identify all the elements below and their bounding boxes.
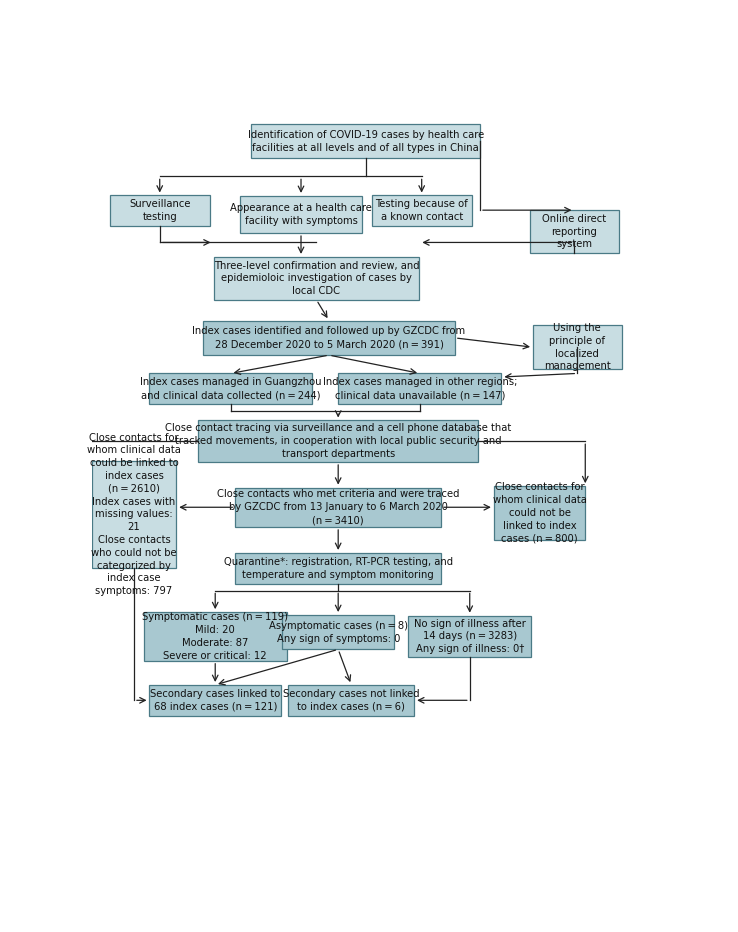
FancyBboxPatch shape [494, 487, 585, 540]
FancyBboxPatch shape [213, 257, 419, 300]
FancyBboxPatch shape [251, 124, 480, 158]
FancyBboxPatch shape [240, 196, 362, 233]
Text: Close contacts for
whom clinical data
could be linked to
index cases
(n = 2610)
: Close contacts for whom clinical data co… [87, 432, 181, 596]
Text: Testing because of
a known contact: Testing because of a known contact [376, 199, 468, 222]
FancyBboxPatch shape [408, 616, 531, 657]
FancyBboxPatch shape [289, 685, 414, 716]
Text: Quarantine*: registration, RT-PCR testing, and
temperature and symptom monitorin: Quarantine*: registration, RT-PCR testin… [224, 556, 452, 580]
Text: Secondary cases linked to
68 index cases (n = 121): Secondary cases linked to 68 index cases… [150, 689, 280, 712]
FancyBboxPatch shape [533, 325, 621, 369]
FancyBboxPatch shape [149, 374, 312, 404]
Text: Close contacts for
whom clinical data
could not be
linked to index
cases (n = 80: Close contacts for whom clinical data co… [492, 483, 587, 543]
Text: Surveillance
testing: Surveillance testing [129, 199, 190, 222]
FancyBboxPatch shape [235, 487, 441, 527]
Text: Three-level confirmation and review, and
epidemioloic investigation of cases by
: Three-level confirmation and review, and… [213, 261, 419, 296]
Text: Online direct
reporting
system: Online direct reporting system [542, 213, 607, 250]
Text: No sign of illness after
14 days (n = 3283)
Any sign of illness: 0†: No sign of illness after 14 days (n = 32… [414, 619, 525, 654]
FancyBboxPatch shape [149, 685, 281, 716]
Text: Close contacts who met criteria and were traced
by GZCDC from 13 January to 6 Ma: Close contacts who met criteria and were… [217, 489, 460, 525]
FancyBboxPatch shape [203, 321, 455, 355]
FancyBboxPatch shape [235, 553, 441, 583]
FancyBboxPatch shape [110, 196, 210, 226]
Text: Asymptomatic cases (n = 8)
Any sign of symptoms: 0: Asymptomatic cases (n = 8) Any sign of s… [269, 621, 407, 643]
Text: Index cases managed in other regions;
clinical data unavailable (n = 147): Index cases managed in other regions; cl… [323, 377, 517, 400]
Text: Symptomatic cases (n = 119)
Mild: 20
Moderate: 87
Severe or critical: 12: Symptomatic cases (n = 119) Mild: 20 Mod… [142, 612, 289, 661]
Text: Appearance at a health care
facility with symptoms: Appearance at a health care facility wit… [230, 203, 372, 226]
Text: Close contact tracing via surveillance and a cell phone database that
tracked mo: Close contact tracing via surveillance a… [165, 423, 511, 459]
FancyBboxPatch shape [144, 612, 286, 661]
FancyBboxPatch shape [530, 210, 618, 254]
FancyBboxPatch shape [198, 420, 478, 462]
Text: Identification of COVID-19 cases by health care
facilities at all levels and of : Identification of COVID-19 cases by heal… [247, 130, 484, 153]
Text: Using the
principle of
localized
management: Using the principle of localized managem… [544, 323, 610, 372]
Text: Index cases managed in Guangzhou
and clinical data collected (n = 244): Index cases managed in Guangzhou and cli… [140, 377, 322, 400]
FancyBboxPatch shape [339, 374, 502, 404]
FancyBboxPatch shape [92, 461, 176, 568]
FancyBboxPatch shape [283, 615, 394, 650]
Text: Index cases identified and followed up by GZCDC from
28 December 2020 to 5 March: Index cases identified and followed up b… [193, 326, 466, 350]
FancyBboxPatch shape [372, 196, 472, 226]
Text: Secondary cases not linked
to index cases (n = 6): Secondary cases not linked to index case… [283, 689, 420, 712]
